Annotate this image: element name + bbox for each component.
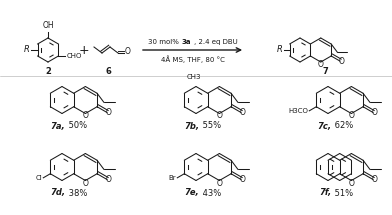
Text: OH: OH bbox=[42, 21, 54, 30]
Text: 4Å MS, THF, 80 °C: 4Å MS, THF, 80 °C bbox=[161, 55, 225, 63]
Text: O: O bbox=[240, 175, 245, 184]
Text: O: O bbox=[371, 108, 377, 117]
Text: O: O bbox=[371, 175, 377, 184]
Text: 43%: 43% bbox=[200, 189, 221, 198]
Text: O: O bbox=[348, 112, 354, 120]
Text: O: O bbox=[105, 108, 111, 117]
Text: +: + bbox=[79, 43, 89, 57]
Text: 38%: 38% bbox=[66, 189, 87, 198]
Text: 7f,: 7f, bbox=[319, 189, 331, 198]
Text: R: R bbox=[24, 46, 30, 54]
Text: 7a,: 7a, bbox=[51, 121, 65, 131]
Text: CHO: CHO bbox=[66, 52, 82, 58]
Text: O: O bbox=[105, 175, 111, 184]
Text: 7c,: 7c, bbox=[317, 121, 331, 131]
Text: R: R bbox=[277, 46, 283, 54]
Text: O: O bbox=[216, 178, 222, 187]
Text: 55%: 55% bbox=[200, 121, 221, 131]
Text: 6: 6 bbox=[105, 67, 111, 76]
Text: 51%: 51% bbox=[332, 189, 353, 198]
Text: 62%: 62% bbox=[332, 121, 353, 131]
Text: O: O bbox=[216, 112, 222, 120]
Text: 7d,: 7d, bbox=[50, 189, 65, 198]
Text: 30 mol%: 30 mol% bbox=[149, 39, 181, 45]
Text: O: O bbox=[338, 57, 344, 66]
Text: H3CO: H3CO bbox=[289, 108, 308, 114]
Text: Br: Br bbox=[169, 175, 176, 181]
Text: 3a: 3a bbox=[181, 39, 191, 45]
Text: O: O bbox=[318, 60, 324, 69]
Text: 7b,: 7b, bbox=[184, 121, 199, 131]
Text: 2: 2 bbox=[45, 67, 51, 76]
Text: 50%: 50% bbox=[66, 121, 87, 131]
Text: O: O bbox=[125, 48, 131, 57]
Text: O: O bbox=[240, 108, 245, 117]
Text: O: O bbox=[82, 112, 88, 120]
Text: O: O bbox=[82, 178, 88, 187]
Text: O: O bbox=[348, 178, 354, 187]
Text: 7e,: 7e, bbox=[184, 189, 199, 198]
Text: 7: 7 bbox=[323, 67, 328, 76]
Text: , 2.4 eq DBU: , 2.4 eq DBU bbox=[194, 39, 238, 45]
Text: Cl: Cl bbox=[36, 175, 42, 181]
Text: CH3: CH3 bbox=[187, 74, 201, 80]
